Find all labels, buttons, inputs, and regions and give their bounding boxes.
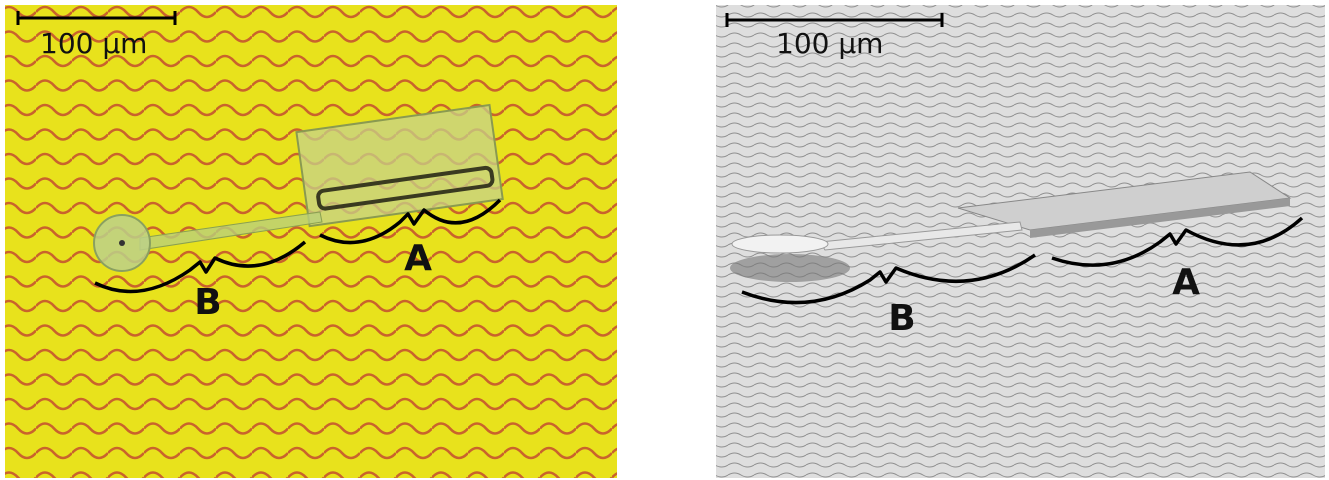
sem-panel: 100 µm B A [716, 5, 1325, 478]
label-b: B [194, 282, 221, 323]
shadow [730, 254, 850, 282]
page: 100 µm B A 100 µm B A (() => { const dat… [0, 0, 1329, 480]
label-b: B [888, 298, 915, 339]
paddle [732, 235, 828, 253]
scale-label: 100 µm [776, 27, 883, 60]
label-a: A [404, 238, 432, 279]
hole [119, 240, 125, 246]
scale-label: 100 µm [40, 27, 147, 60]
optical-panel: 100 µm B A [5, 5, 617, 478]
figure: 100 µm B A 100 µm B A [0, 0, 1329, 480]
label-a: A [1172, 262, 1200, 303]
